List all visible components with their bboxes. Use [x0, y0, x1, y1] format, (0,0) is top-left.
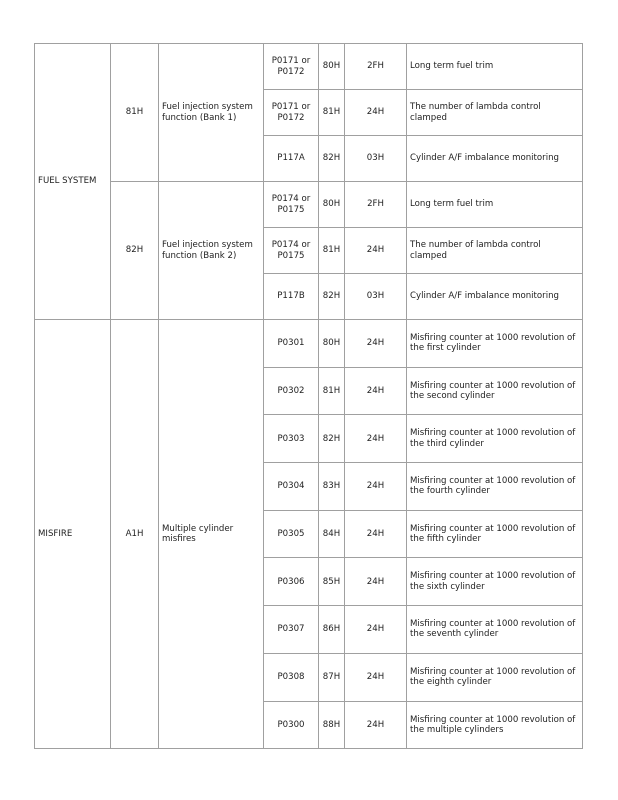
monitor-id-cell: 81H: [110, 43, 159, 182]
unit-cell: 2FH: [344, 181, 407, 228]
test-id-cell: 81H: [318, 227, 345, 274]
test-id-cell: 87H: [318, 652, 345, 702]
description-cell: Misfiring counter at 1000 revolution of …: [406, 652, 583, 702]
unit-cell: 24H: [344, 605, 407, 654]
table-row: P0300 88H 24H Misfiring counter at 1000 rev…: [35, 700, 583, 750]
unit-cell: 03H: [344, 273, 407, 320]
unit-cell: 24H: [344, 652, 407, 702]
function-cell: Fuel injection system function (Bank 2): [158, 181, 264, 320]
description-cell: Cylinder A/F imbalance monitoring: [406, 273, 583, 320]
description-cell: Long term fuel trim: [406, 181, 583, 228]
description-cell: Misfiring counter at 1000 revolution of …: [406, 605, 583, 654]
dtc-cell: P117A: [263, 135, 319, 182]
description-cell: Long term fuel trim: [406, 43, 583, 90]
dtc-cell: P0171 or P0172: [263, 43, 319, 90]
table-row: P0307 86H 24H Misfiring counter at 1000 rev…: [35, 605, 583, 654]
test-id-cell: 80H: [318, 43, 345, 90]
unit-cell: 24H: [344, 89, 407, 136]
test-id-cell: 80H: [318, 181, 345, 228]
unit-cell: 03H: [344, 135, 407, 182]
unit-cell: 24H: [344, 414, 407, 464]
test-id-cell: 83H: [318, 462, 345, 511]
test-id-cell: 85H: [318, 557, 345, 607]
description-cell: Misfiring counter at 1000 revolution of …: [406, 319, 583, 368]
table-row: MISFIRE A1H Multiple cylinder misfires P030…: [34, 318, 583, 750]
system-cell: FUEL SYSTEM: [34, 43, 111, 320]
function-cell: Multiple cylinder misfires: [158, 318, 264, 750]
monitor-id-cell: 82H: [110, 181, 159, 320]
table-row: P0171 or P0172 81H 24H The number of lambda…: [35, 89, 583, 136]
test-id-cell: 82H: [318, 273, 345, 320]
unit-cell: 24H: [344, 509, 407, 559]
test-id-cell: 82H: [318, 414, 345, 464]
system-cell: MISFIRE: [34, 318, 111, 750]
test-id-cell: 80H: [318, 319, 345, 368]
unit-cell: 24H: [344, 700, 407, 750]
unit-cell: 24H: [344, 319, 407, 368]
description-cell: The number of lambda control clamped: [406, 89, 583, 136]
description-cell: Misfiring counter at 1000 revolution of …: [406, 462, 583, 511]
dtc-cell: P0306: [263, 557, 319, 607]
table-row: P0302 81H 24H Misfiring counter at 1000 rev…: [35, 366, 583, 416]
test-id-cell: 88H: [318, 700, 345, 750]
dtc-cell: P0305: [263, 509, 319, 559]
table-row: P117A 82H 03H Cylinder A/F imbalance monito…: [35, 135, 583, 182]
test-id-cell: 84H: [318, 509, 345, 559]
description-cell: Misfiring counter at 1000 revolution of …: [406, 557, 583, 607]
dtc-cell: P0174 or P0175: [263, 227, 319, 274]
table-row: P0305 84H 24H Misfiring counter at 1000 rev…: [35, 509, 583, 559]
table-row: P0303 82H 24H Misfiring counter at 1000 rev…: [35, 414, 583, 464]
table-row: 82H Fuel injection system function (Bank …: [35, 181, 583, 320]
monitor-id-cell: A1H: [110, 318, 159, 750]
dtc-cell: P0307: [263, 605, 319, 654]
description-cell: Misfiring counter at 1000 revolution of …: [406, 414, 583, 464]
dtc-cell: P0300: [263, 700, 319, 750]
description-cell: Misfiring counter at 1000 revolution of …: [406, 509, 583, 559]
monitoring-table: FUEL SYSTEM 81H Fuel injection system func…: [34, 43, 583, 750]
unit-cell: 24H: [344, 557, 407, 607]
unit-cell: 24H: [344, 462, 407, 511]
table-row: P0308 87H 24H Misfiring counter at 1000 rev…: [35, 652, 583, 702]
unit-cell: 24H: [344, 366, 407, 416]
table-row: P0306 85H 24H Misfiring counter at 1000 rev…: [35, 557, 583, 607]
dtc-cell: P0301: [263, 319, 319, 368]
description-cell: Cylinder A/F imbalance monitoring: [406, 135, 583, 182]
dtc-cell: P0304: [263, 462, 319, 511]
test-id-cell: 81H: [318, 89, 345, 136]
dtc-cell: P0308: [263, 652, 319, 702]
test-id-cell: 81H: [318, 366, 345, 416]
description-cell: Misfiring counter at 1000 revolution of …: [406, 366, 583, 416]
function-cell: Fuel injection system function (Bank 1): [158, 43, 264, 182]
dtc-cell: P0303: [263, 414, 319, 464]
dtc-cell: P0174 or P0175: [263, 181, 319, 228]
dtc-cell: P0171 or P0172: [263, 89, 319, 136]
unit-cell: 2FH: [344, 43, 407, 90]
unit-cell: 24H: [344, 227, 407, 274]
table-row: FUEL SYSTEM 81H Fuel injection system func…: [34, 43, 583, 320]
dtc-cell: P117B: [263, 273, 319, 320]
description-cell: Misfiring counter at 1000 revolution of …: [406, 700, 583, 750]
test-id-cell: 86H: [318, 605, 345, 654]
description-cell: The number of lambda control clamped: [406, 227, 583, 274]
dtc-cell: P0302: [263, 366, 319, 416]
table-row: P117B 82H 03H Cylinder A/F imbalance monito…: [35, 273, 583, 320]
test-id-cell: 82H: [318, 135, 345, 182]
